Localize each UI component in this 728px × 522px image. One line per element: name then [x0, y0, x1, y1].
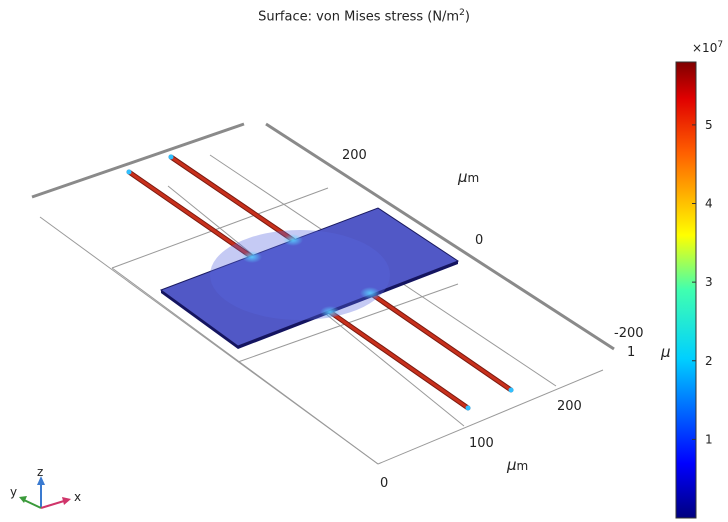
y-tick-minus-200: -200 — [614, 326, 644, 341]
triad-y-label: y — [10, 485, 17, 499]
x-arrow-icon — [62, 497, 71, 505]
colorbar-tick-label: 2 — [705, 354, 713, 368]
colorbar-tick-label: 4 — [705, 197, 713, 211]
x-axis-unit: μm — [506, 456, 528, 474]
colorbar-tick-label: 1 — [705, 432, 713, 446]
y-tick-0: 0 — [475, 233, 483, 248]
x-tick-0: 0 — [380, 476, 388, 491]
x-axis-labels: 0 100 200 μm — [380, 399, 582, 491]
y-edge-unit: μ — [660, 343, 671, 361]
x-tick-100: 100 — [469, 436, 494, 451]
y-edge-tick: 1 — [627, 345, 635, 360]
triad-x-label: x — [74, 490, 81, 504]
y-axis-unit: μm — [457, 168, 479, 186]
colorbar-tick-label: 5 — [705, 118, 713, 132]
colorbar-ticks: 5 4 3 2 1 — [692, 118, 713, 446]
back-frame — [31, 122, 615, 351]
colorbar-gradient — [675, 61, 697, 519]
beams — [126, 154, 514, 411]
colorbar-tick-label: 3 — [705, 275, 713, 289]
colorbar-multiplier: ×107 — [692, 40, 723, 55]
title-exponent: 2 — [459, 8, 465, 18]
y-arrow-icon — [19, 496, 27, 503]
plate[interactable] — [159, 207, 460, 349]
axis-triad: z y x — [10, 465, 81, 509]
x-tick-200: 200 — [557, 399, 582, 414]
y-axis-labels: 200 0 -200 μm 1 μ — [342, 148, 671, 361]
z-arrow-icon — [37, 476, 45, 485]
title-suffix: ) — [464, 9, 470, 25]
triad-z-label: z — [37, 465, 43, 479]
title-prefix: Surface: von Mises stress (N/m — [258, 9, 460, 25]
plot-title: Surface: von Mises stress (N/m2) — [0, 8, 728, 24]
y-tick-200: 200 — [342, 148, 367, 163]
colorbar: ×107 5 4 3 2 1 — [675, 40, 723, 519]
